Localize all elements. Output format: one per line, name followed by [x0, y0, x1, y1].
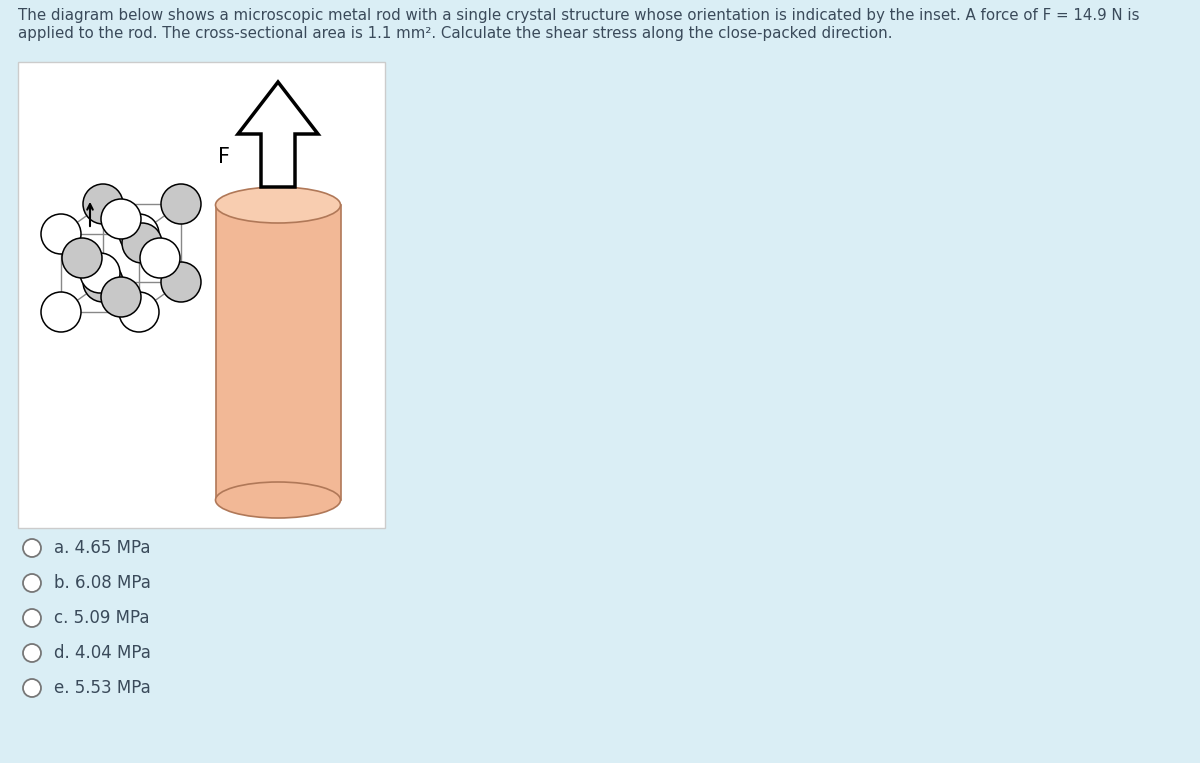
- Circle shape: [62, 238, 102, 278]
- Text: applied to the rod. The cross-sectional area is 1.1 mm². Calculate the shear str: applied to the rod. The cross-sectional …: [18, 26, 893, 41]
- Text: c. 5.09 MPa: c. 5.09 MPa: [54, 609, 150, 627]
- Circle shape: [23, 609, 41, 627]
- Circle shape: [119, 214, 158, 254]
- Polygon shape: [238, 82, 318, 187]
- Text: d. 4.04 MPa: d. 4.04 MPa: [54, 644, 151, 662]
- Circle shape: [23, 574, 41, 592]
- Text: a. 4.65 MPa: a. 4.65 MPa: [54, 539, 150, 557]
- Circle shape: [41, 292, 82, 332]
- Circle shape: [140, 238, 180, 278]
- Circle shape: [80, 253, 120, 293]
- Circle shape: [83, 262, 124, 302]
- Text: e. 5.53 MPa: e. 5.53 MPa: [54, 679, 151, 697]
- Circle shape: [161, 184, 202, 224]
- Ellipse shape: [216, 187, 341, 223]
- Circle shape: [23, 644, 41, 662]
- Circle shape: [41, 214, 82, 254]
- FancyBboxPatch shape: [18, 62, 385, 528]
- Circle shape: [122, 223, 162, 263]
- Text: b. 6.08 MPa: b. 6.08 MPa: [54, 574, 151, 592]
- Circle shape: [101, 199, 142, 239]
- Polygon shape: [216, 205, 341, 500]
- Circle shape: [83, 184, 124, 224]
- Circle shape: [101, 277, 142, 317]
- Circle shape: [119, 292, 158, 332]
- Circle shape: [23, 679, 41, 697]
- Text: F: F: [218, 147, 230, 167]
- Circle shape: [23, 539, 41, 557]
- Ellipse shape: [216, 482, 341, 518]
- Text: The diagram below shows a microscopic metal rod with a single crystal structure : The diagram below shows a microscopic me…: [18, 8, 1140, 23]
- Circle shape: [161, 262, 202, 302]
